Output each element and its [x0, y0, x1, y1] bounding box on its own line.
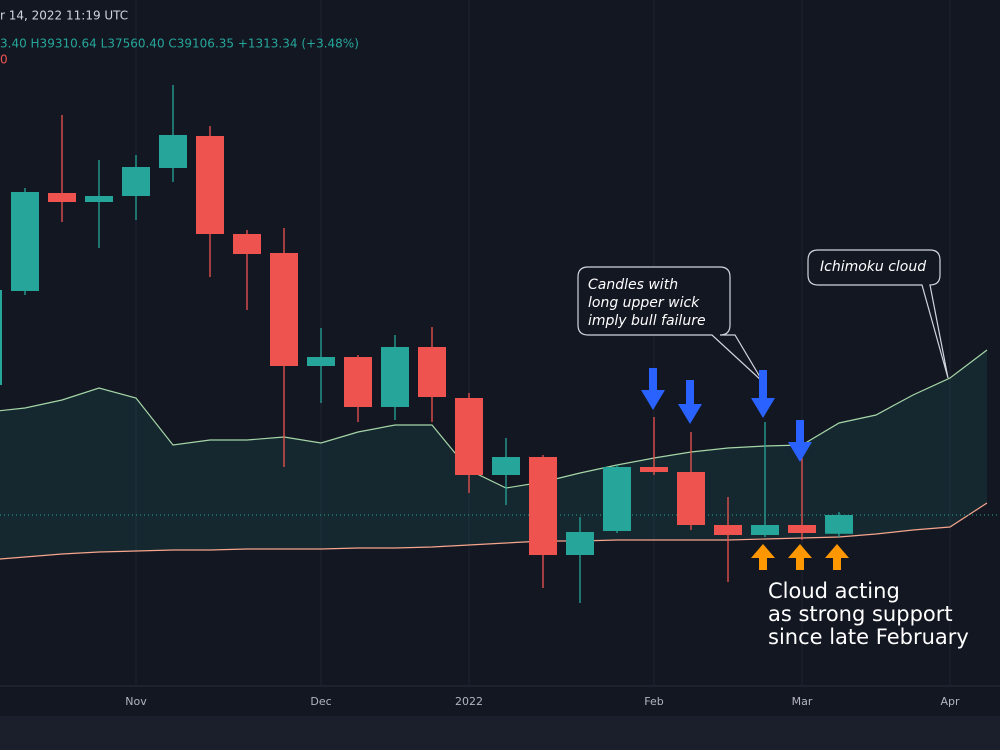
arrow [678, 380, 702, 424]
arrow [641, 368, 665, 410]
candle-body [11, 192, 39, 291]
candle-body [418, 347, 446, 397]
annotation: Candles with [588, 277, 678, 293]
bottom-bar [0, 716, 1000, 750]
callout-box [807, 249, 949, 379]
candle-body [788, 525, 816, 533]
x-tick-label: Apr [940, 695, 960, 708]
annotation: as strong support [768, 602, 953, 626]
plot-area [0, 0, 1000, 686]
candle-body [48, 193, 76, 202]
candle-body [270, 253, 298, 366]
candle-body [566, 532, 594, 555]
candle-body [122, 167, 150, 196]
annotation: imply bull failure [588, 313, 706, 329]
cloud-line [0, 502, 988, 560]
header-ohlc: 3.40 H39310.64 L37560.40 C39106.35 +1313… [0, 37, 359, 51]
header-time: r 14, 2022 11:19 UTC [0, 9, 128, 23]
cloud-line [0, 349, 988, 489]
callout-box [577, 266, 764, 383]
candle-body [307, 357, 335, 366]
candle-body [492, 457, 520, 475]
arrow [788, 544, 812, 570]
candle-body [529, 457, 557, 555]
arrow [751, 544, 775, 570]
candle-body [677, 472, 705, 525]
annotation: Ichimoku cloud [820, 259, 926, 275]
x-tick-label: 2022 [455, 695, 483, 708]
cloud-area [0, 350, 987, 560]
annotations: Candles with long upper wick imply bull … [577, 249, 969, 649]
candle-body [85, 196, 113, 202]
arrow [825, 544, 849, 570]
candle-body [159, 135, 187, 168]
x-tick-label: Mar [792, 695, 813, 708]
annotation: long upper wick [588, 295, 700, 311]
candle-body [196, 136, 224, 234]
x-tick-label: Dec [310, 695, 331, 708]
candle-body [640, 467, 668, 472]
candle-body [344, 357, 372, 407]
candle-body [603, 467, 631, 531]
candle-body [825, 514, 853, 534]
candle-body [714, 525, 742, 535]
candle-body [751, 525, 779, 535]
up-arrows [751, 544, 849, 570]
candle-body [455, 398, 483, 475]
down-arrows [641, 368, 812, 462]
x-tick-label: Nov [125, 695, 147, 708]
arrow [788, 420, 812, 462]
candle-body [381, 347, 409, 407]
annotation: since late February [768, 625, 969, 649]
arrow [751, 370, 775, 418]
annotation: Cloud acting [768, 579, 900, 603]
header-indicator: 0 [0, 53, 8, 67]
candle-body [0, 290, 2, 385]
x-tick-label: Feb [644, 695, 663, 708]
candle-body [233, 234, 261, 254]
